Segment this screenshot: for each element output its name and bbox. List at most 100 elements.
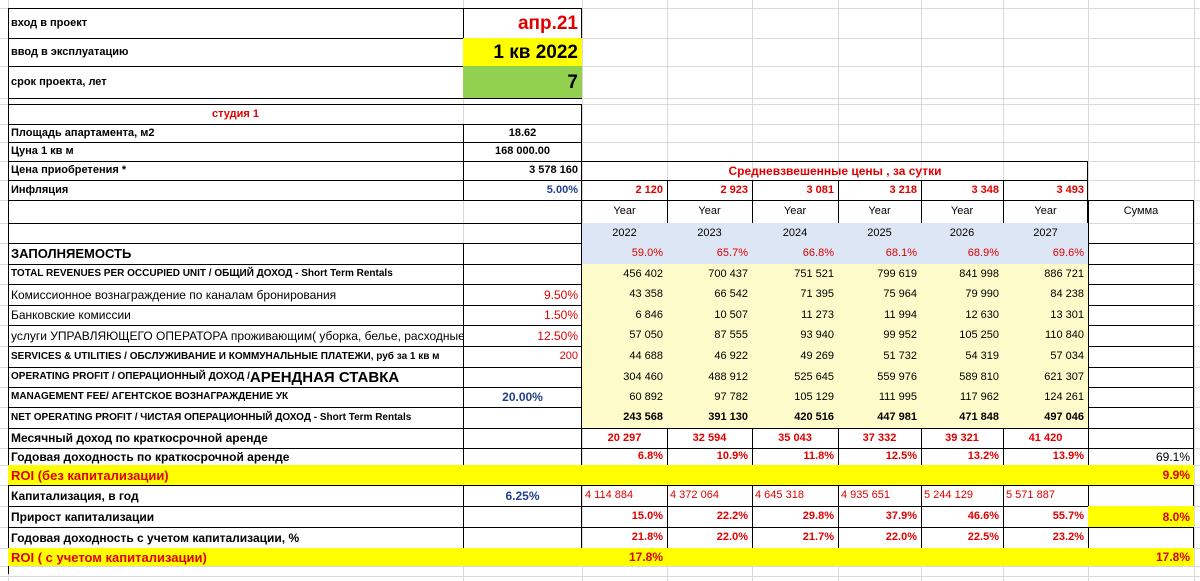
occupancy-value-3[interactable]: 66.8%	[752, 243, 838, 264]
booking-fee-value-6[interactable]: 84 238	[1003, 284, 1088, 305]
avg-price-1[interactable]: 2 120	[582, 180, 667, 200]
term-fill[interactable]	[463, 66, 582, 98]
inflation-value[interactable]: 5.00%	[463, 180, 582, 200]
operator-services-value-4[interactable]: 99 952	[838, 325, 921, 346]
yield-with-cap-value-1[interactable]: 21.8%	[582, 527, 667, 548]
area-value[interactable]: 18.62	[463, 124, 582, 142]
operating-profit-value-3[interactable]: 525 645	[752, 367, 838, 387]
utilities-value-6[interactable]: 57 034	[1003, 346, 1088, 367]
year-word-1[interactable]: Year	[582, 200, 667, 223]
revenues-label[interactable]: TOTAL REVENUES PER OCCUPIED UNIT / ОБЩИЙ…	[8, 264, 463, 284]
occupancy-value-4[interactable]: 68.1%	[838, 243, 921, 264]
operator-services-rate[interactable]: 12.50%	[463, 325, 582, 346]
net-operating-profit-value-4[interactable]: 447 981	[838, 407, 921, 428]
utilities-value-5[interactable]: 54 319	[921, 346, 1003, 367]
roi-with-cap-label[interactable]: ROI ( с учетом капитализации)	[8, 548, 463, 566]
year-word-6[interactable]: Year	[1003, 200, 1088, 223]
yield-with-cap-label[interactable]: Годовая доходность с учетом капитализаци…	[8, 527, 463, 548]
year-word-3[interactable]: Year	[752, 200, 838, 223]
year-2[interactable]: 2023	[667, 223, 752, 243]
booking-fee-rate[interactable]: 9.50%	[463, 284, 582, 305]
operator-services-value-3[interactable]: 93 940	[752, 325, 838, 346]
roi-no-cap-sum[interactable]: 9.9%	[1088, 465, 1194, 485]
capitalization-value-5[interactable]: 5 244 129	[921, 485, 1003, 506]
bank-fee-value-3[interactable]: 11 273	[752, 305, 838, 325]
roi-cap-fill[interactable]	[8, 548, 1194, 566]
net-operating-profit-value-3[interactable]: 420 516	[752, 407, 838, 428]
occupancy-value-2[interactable]: 65.7%	[667, 243, 752, 264]
operating-profit-value-5[interactable]: 589 810	[921, 367, 1003, 387]
utilities-value-2[interactable]: 46 922	[667, 346, 752, 367]
booking-fee-label[interactable]: Комиссионное вознаграждение по каналам б…	[8, 284, 463, 305]
revenue-value-6[interactable]: 886 721	[1003, 264, 1088, 284]
bank-fee-value-6[interactable]: 13 301	[1003, 305, 1088, 325]
year-3[interactable]: 2024	[752, 223, 838, 243]
management-fee-value-2[interactable]: 97 782	[667, 387, 752, 407]
operating-profit-value-1[interactable]: 304 460	[582, 367, 667, 387]
avg-price-5[interactable]: 3 348	[921, 180, 1003, 200]
annual-yield-value-5[interactable]: 13.2%	[921, 448, 1003, 465]
operating-profit-value-4[interactable]: 559 976	[838, 367, 921, 387]
management-fee-value-6[interactable]: 124 261	[1003, 387, 1088, 407]
operator-services-value-5[interactable]: 105 250	[921, 325, 1003, 346]
booking-fee-value-4[interactable]: 75 964	[838, 284, 921, 305]
bank-fee-value-4[interactable]: 11 994	[838, 305, 921, 325]
cap-growth-value-4[interactable]: 37.9%	[838, 506, 921, 527]
operator-services-value-2[interactable]: 87 555	[667, 325, 752, 346]
year-4[interactable]: 2025	[838, 223, 921, 243]
booking-fee-value-5[interactable]: 79 990	[921, 284, 1003, 305]
annual-yield-value-3[interactable]: 11.8%	[752, 448, 838, 465]
yield-with-cap-value-3[interactable]: 21.7%	[752, 527, 838, 548]
year-word-2[interactable]: Year	[667, 200, 752, 223]
capitalization-rate[interactable]: 6.25%	[463, 485, 582, 506]
bank-fee-value-1[interactable]: 6 846	[582, 305, 667, 325]
launch-value[interactable]: 1 кв 2022	[463, 38, 582, 66]
entry-value[interactable]: апр.21	[463, 8, 582, 38]
operating-profit-label[interactable]: OPERATING PROFIT / ОПЕРАЦИОННЫЙ ДОХОД / А…	[8, 367, 463, 387]
year-1[interactable]: 2022	[582, 223, 667, 243]
launch-fill[interactable]	[463, 38, 582, 66]
utilities-value-4[interactable]: 51 732	[838, 346, 921, 367]
year-6[interactable]: 2027	[1003, 223, 1088, 243]
term-label[interactable]: срок проекта, лет	[8, 66, 463, 98]
bank-fee-value-5[interactable]: 12 630	[921, 305, 1003, 325]
avg-prices-header[interactable]: Средневзвешенные цены , за сутки	[582, 161, 1088, 180]
roi-with-cap-sum[interactable]: 17.8%	[1088, 548, 1194, 566]
management-fee-value-1[interactable]: 60 892	[582, 387, 667, 407]
occupancy-label[interactable]: ЗАПОЛНЯЕМОСТЬ	[8, 243, 463, 264]
annual-yield-value-1[interactable]: 6.8%	[582, 448, 667, 465]
monthly-income-value-6[interactable]: 41 420	[1003, 428, 1088, 448]
capitalization-value-1[interactable]: 4 114 884	[582, 485, 667, 506]
capitalization-value-4[interactable]: 4 935 651	[838, 485, 921, 506]
utilities-value-3[interactable]: 49 269	[752, 346, 838, 367]
net-operating-profit-value-6[interactable]: 497 046	[1003, 407, 1088, 428]
roi-no-cap-fill[interactable]	[8, 465, 1194, 485]
avg-price-4[interactable]: 3 218	[838, 180, 921, 200]
operating-profit-value-6[interactable]: 621 307	[1003, 367, 1088, 387]
annual-yield-value-2[interactable]: 10.9%	[667, 448, 752, 465]
operator-services-value-1[interactable]: 57 050	[582, 325, 667, 346]
price-m2-label[interactable]: Цуна 1 кв м	[8, 142, 463, 161]
utilities-label[interactable]: SERVICES & UTILITIES / ОБСЛУЖИВАНИЕ И КО…	[8, 346, 463, 367]
yield-with-cap-value-5[interactable]: 22.5%	[921, 527, 1003, 548]
purchase-value[interactable]: 3 578 160	[463, 161, 582, 180]
sum-header[interactable]: Сумма	[1088, 200, 1194, 223]
annual-yield-sum[interactable]: 69.1%	[1088, 448, 1194, 465]
cap-growth-sum[interactable]: 8.0%	[1088, 506, 1194, 527]
annual-yield-value-6[interactable]: 13.9%	[1003, 448, 1088, 465]
cap-growth-value-3[interactable]: 29.8%	[752, 506, 838, 527]
area-label[interactable]: Площадь апартамента, м2	[8, 124, 463, 142]
management-fee-rate[interactable]: 20.00%	[463, 387, 582, 407]
revenue-value-2[interactable]: 700 437	[667, 264, 752, 284]
avg-price-3[interactable]: 3 081	[752, 180, 838, 200]
occupancy-value-5[interactable]: 68.9%	[921, 243, 1003, 264]
booking-fee-value-2[interactable]: 66 542	[667, 284, 752, 305]
bank-fee-label[interactable]: Банковские комиссии	[8, 305, 463, 325]
bank-fee-value-2[interactable]: 10 507	[667, 305, 752, 325]
revenue-value-5[interactable]: 841 998	[921, 264, 1003, 284]
avg-price-6[interactable]: 3 493	[1003, 180, 1088, 200]
net-operating-profit-label[interactable]: NET OPERATING PROFIT / ЧИСТАЯ ОПЕРАЦИОНН…	[8, 407, 463, 428]
launch-label[interactable]: ввод в эксплуатацию	[8, 38, 463, 66]
purchase-label[interactable]: Цена приобретения *	[8, 161, 463, 180]
avg-price-2[interactable]: 2 923	[667, 180, 752, 200]
